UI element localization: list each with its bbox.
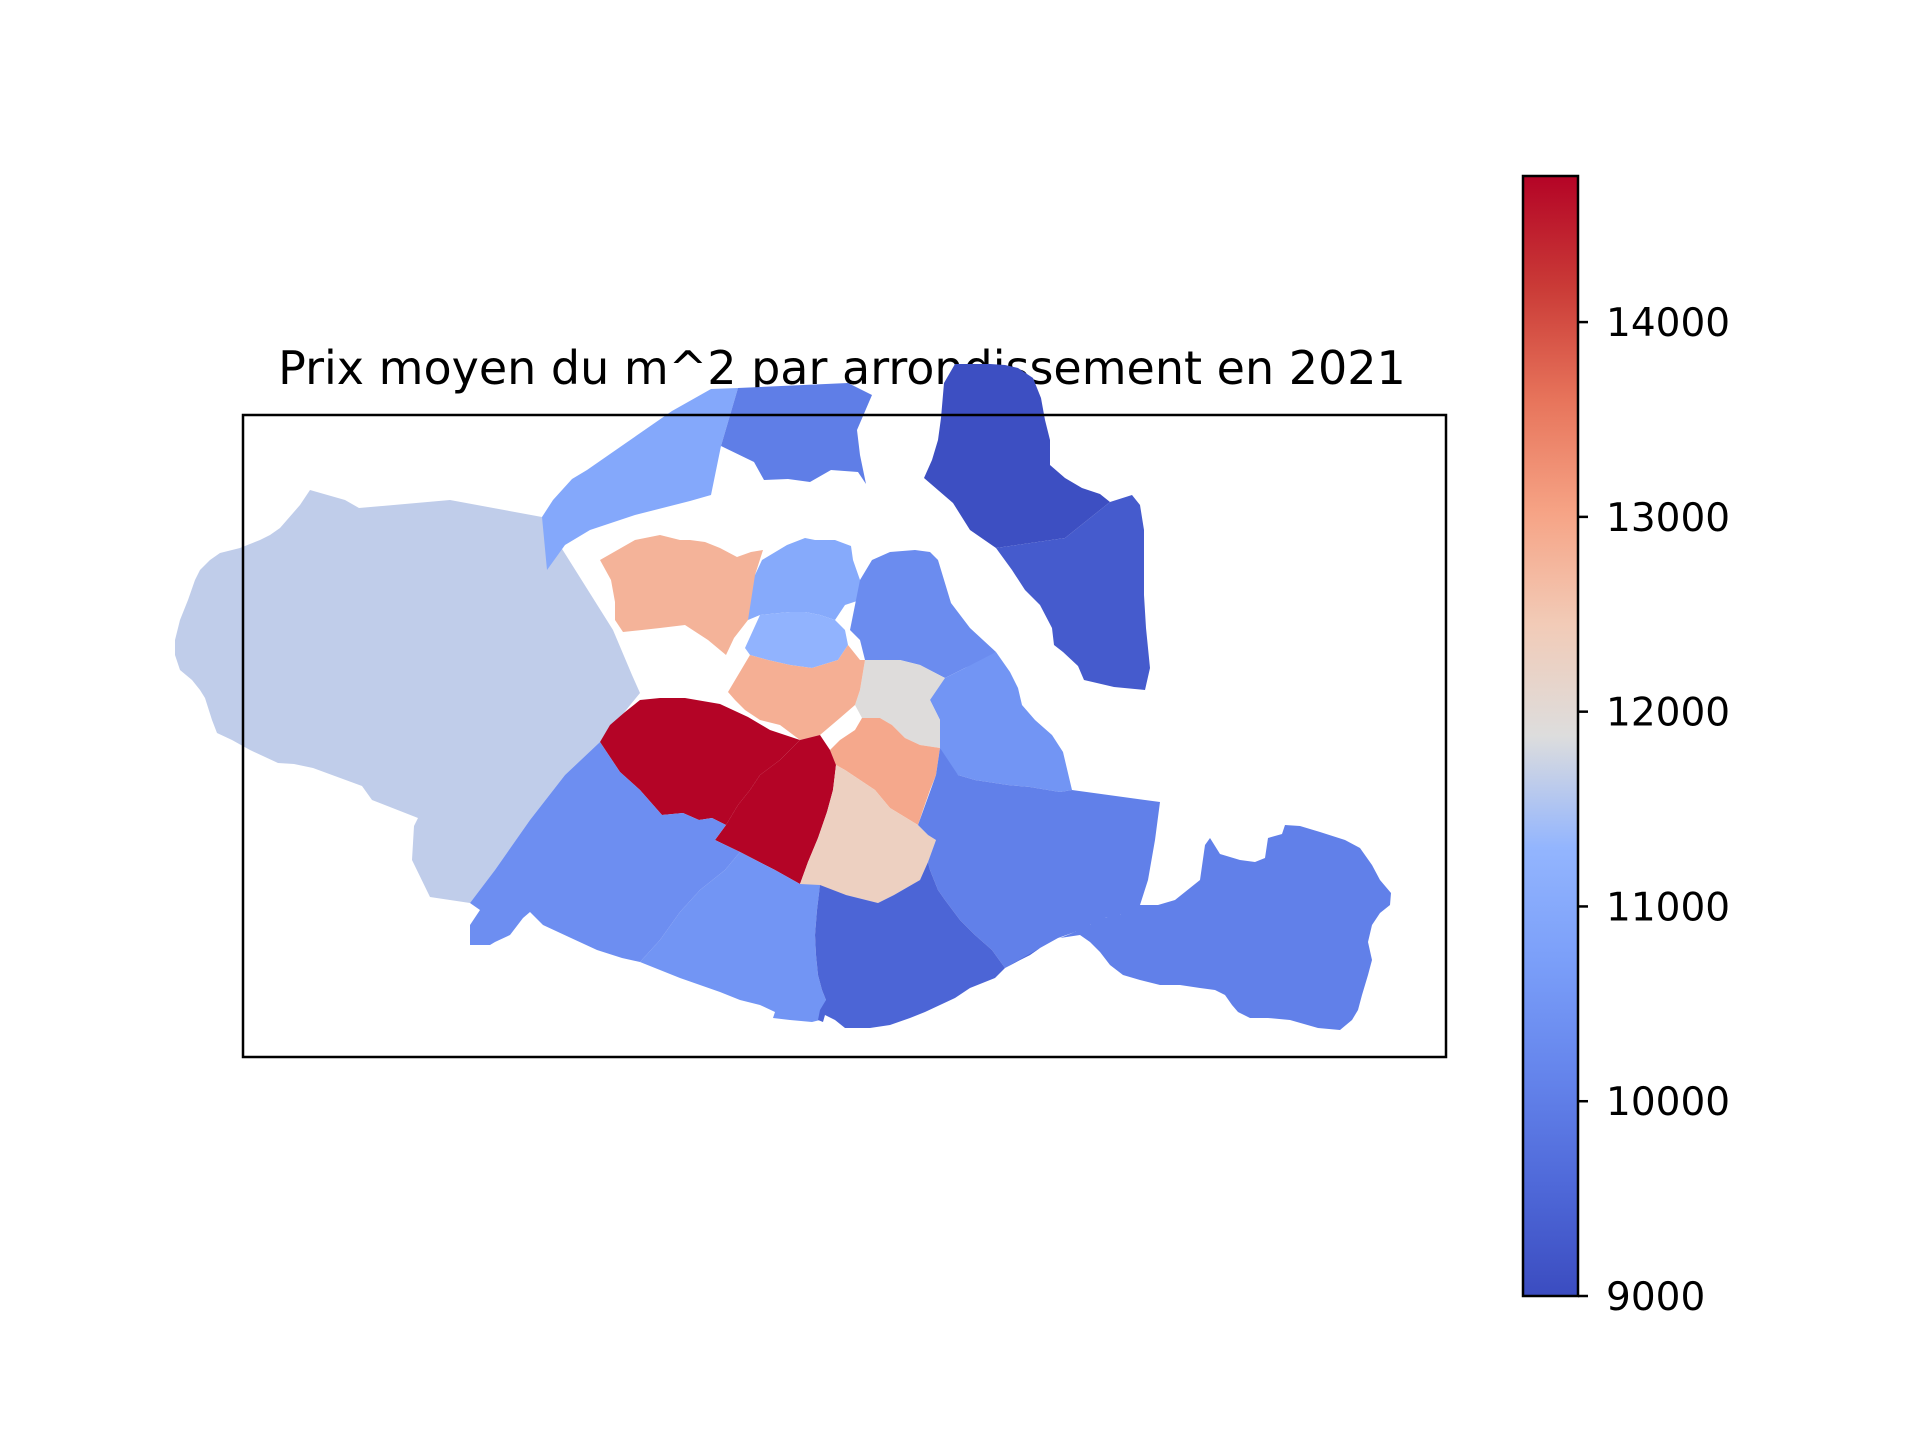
arrondissement-2[interactable]	[745, 612, 848, 668]
arrondissement-5[interactable]	[800, 765, 936, 903]
colorbar-ticks: 9000 10000 11000 12000 13000 14000	[1578, 301, 1730, 1320]
colorbar-tick-label: 12000	[1606, 691, 1730, 736]
arrondissement-6[interactable]	[715, 735, 836, 884]
arrondissement-20[interactable]	[996, 495, 1150, 690]
arrondissement-7[interactable]	[600, 698, 800, 825]
arrondissement-3[interactable]	[855, 660, 945, 748]
arrondissement-10[interactable]	[850, 550, 996, 678]
arrondissement-9[interactable]	[748, 538, 860, 620]
arrondissement-11[interactable]	[920, 652, 1072, 792]
arrondissement-14[interactable]	[640, 852, 826, 1022]
map-frame	[241, 413, 1448, 1059]
paris-map	[175, 364, 1391, 1030]
colorbar-tick-label: 13000	[1606, 496, 1730, 541]
colorbar-gradient	[1521, 174, 1580, 1298]
arrondissement-12[interactable]	[918, 748, 1391, 1030]
colorbar-tick-label: 10000	[1606, 1080, 1730, 1125]
arrondissement-16[interactable]	[175, 490, 640, 903]
colorbar-tick-label: 11000	[1606, 885, 1730, 930]
arrondissement-13[interactable]	[815, 862, 1040, 1028]
arrondissement-19[interactable]	[924, 364, 1110, 548]
colorbar: 9000 10000 11000 12000 13000 14000	[1521, 174, 1730, 1320]
arrondissement-15[interactable]	[470, 742, 740, 962]
colorbar-tick-label: 14000	[1606, 301, 1730, 346]
arrondissement-4[interactable]	[830, 718, 940, 825]
arrondissement-18[interactable]	[721, 383, 872, 484]
arrondissement-17[interactable]	[542, 388, 738, 570]
arrondissement-1[interactable]	[728, 645, 865, 740]
arrondissement-8[interactable]	[600, 535, 763, 655]
colorbar-tick-label: 9000	[1606, 1275, 1705, 1320]
